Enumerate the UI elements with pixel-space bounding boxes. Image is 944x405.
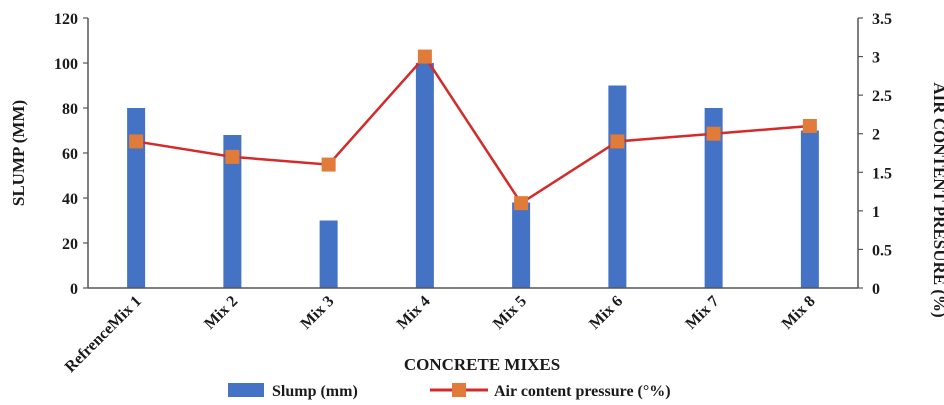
x-tick-label: Mix 6 — [586, 293, 626, 333]
y-tick-label: 20 — [62, 236, 78, 253]
y-axis-title: SLUMP (MM) — [9, 100, 28, 206]
y-tick-label: 0 — [70, 281, 78, 298]
air-marker-2 — [225, 149, 240, 164]
x-tick-label: Mix 2 — [201, 293, 241, 333]
air-marker-8 — [802, 119, 817, 133]
y2-tick-label: 1.5 — [872, 165, 892, 182]
air-marker-3 — [321, 157, 336, 172]
bar-5 — [512, 202, 531, 288]
y-tick-label: 120 — [54, 11, 78, 28]
bar-3 — [319, 220, 338, 288]
air-marker-7 — [706, 126, 721, 141]
y2-axis-title: AIR CONTENT PRESURE (%) — [930, 82, 944, 317]
x-tick-label: Mix 7 — [682, 293, 722, 333]
legend-label-air: Air content pressure (°%) — [494, 383, 671, 400]
y2-tick-label: 2 — [872, 127, 880, 144]
bar-2 — [223, 135, 242, 288]
y-tick-label: 80 — [62, 101, 78, 118]
legend-label-slump: Slump (mm) — [272, 383, 358, 400]
y2-tick-label: 2.5 — [872, 88, 892, 105]
y2-tick-label: 3 — [872, 50, 880, 67]
air-marker-6 — [610, 134, 625, 149]
x-tick-label: Mix 8 — [779, 293, 819, 333]
y2-tick-label: 0 — [872, 281, 880, 298]
bar-4 — [415, 63, 434, 288]
legend-swatch-slump — [228, 383, 264, 397]
legend-swatch-air-marker — [452, 383, 466, 397]
y-tick-label: 100 — [54, 56, 78, 73]
x-tick-label: Mix 3 — [297, 293, 337, 333]
bar-8 — [800, 130, 819, 288]
y2-tick-label: 1 — [872, 204, 880, 221]
bar-series — [127, 63, 819, 288]
y2-tick-label: 0.5 — [872, 242, 892, 259]
legend: Slump (mm) Air content pressure (°%) — [228, 383, 671, 400]
y-tick-label: 60 — [62, 146, 78, 163]
x-tick-label: RefrenceMix 1 — [62, 293, 145, 376]
y-axis-ticks-left: 0 20 40 60 80 100 120 — [54, 11, 88, 298]
air-content-line — [135, 54, 810, 205]
x-tick-label: Mix 4 — [394, 293, 434, 333]
x-tick-label: Mix 5 — [490, 293, 530, 333]
air-marker-4 — [417, 49, 432, 64]
y2-tick-label: 3.5 — [872, 11, 892, 28]
air-marker-5 — [514, 196, 529, 211]
bar-1 — [127, 108, 146, 288]
x-axis-title: CONCRETE MIXES — [404, 355, 560, 374]
bar-7 — [704, 108, 723, 288]
bar-6 — [608, 85, 627, 288]
air-marker-1 — [129, 134, 144, 149]
y-tick-label: 40 — [62, 191, 78, 208]
y-axis-ticks-right: 0 0.5 1 1.5 2 2.5 3 3.5 — [858, 11, 892, 298]
line-series — [129, 49, 817, 211]
